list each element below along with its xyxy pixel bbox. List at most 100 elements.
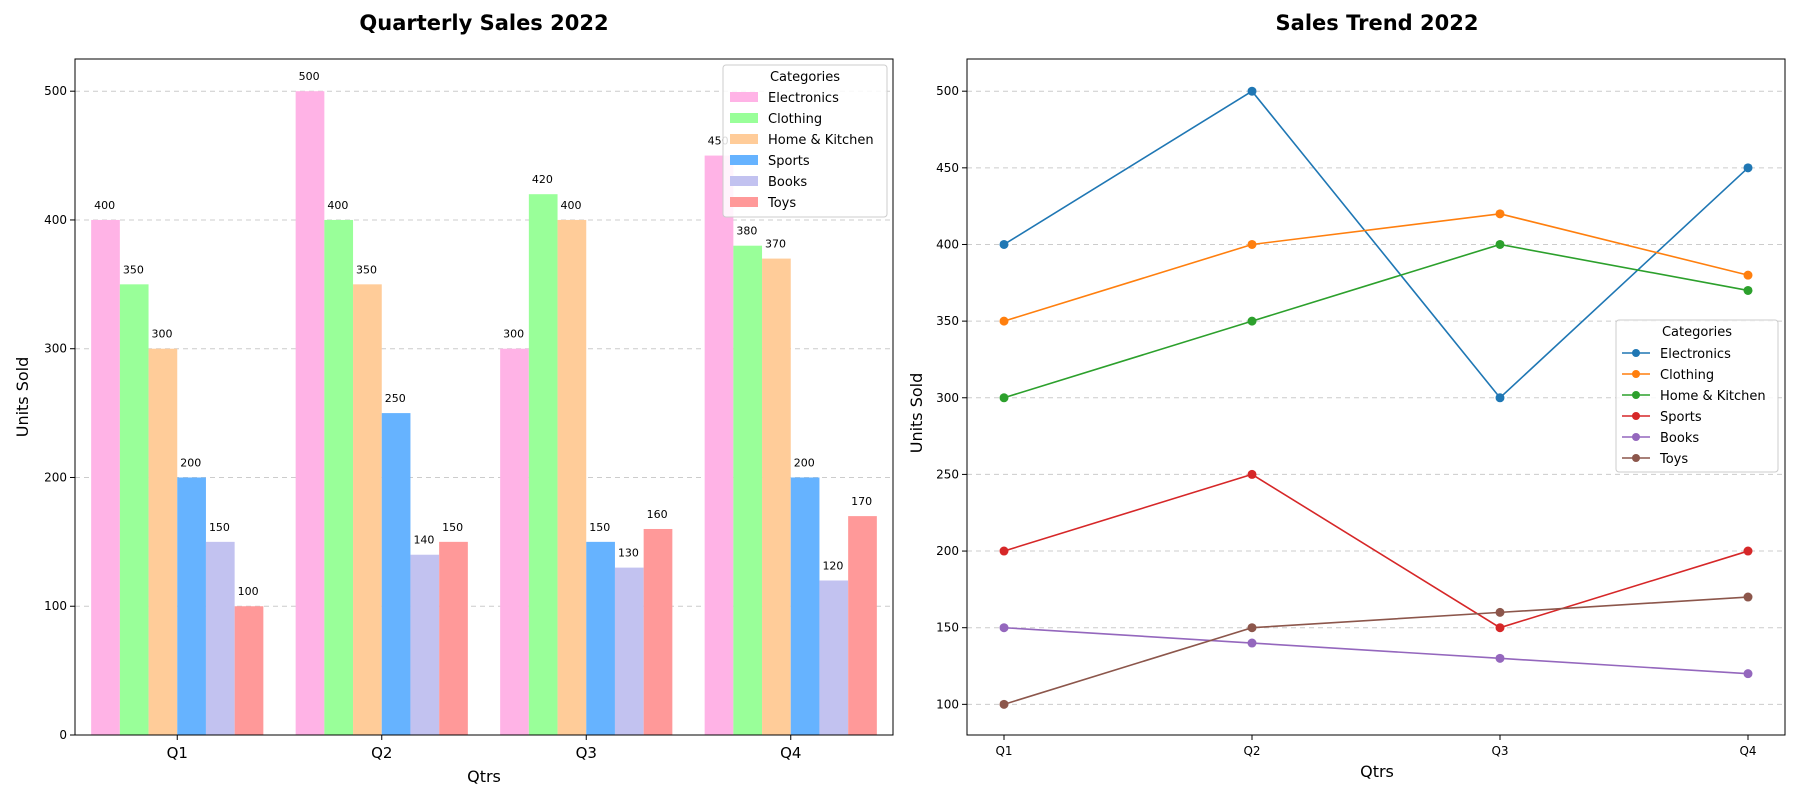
line-series-toys <box>1003 596 1749 706</box>
line-legend-marker-home-kitchen <box>1632 391 1640 399</box>
line-xtick-label: Q3 <box>1491 744 1508 758</box>
line-point-books-q1 <box>999 623 1009 633</box>
line-legend-title: Categories <box>1662 325 1732 340</box>
bar-data-label: 200 <box>794 456 815 469</box>
line-point-electronics-q2 <box>1247 86 1257 96</box>
line-chart-title: Sales Trend 2022 <box>1276 11 1479 35</box>
bar-legend-swatch-books <box>730 176 758 186</box>
bar-legend-swatch-clothing <box>730 113 758 123</box>
bar-legend-title: Categories <box>770 70 840 85</box>
line-legend-marker-sports <box>1632 412 1640 420</box>
bar-books-q4 <box>819 580 849 735</box>
bar-chart-title: Quarterly Sales 2022 <box>359 11 608 35</box>
bar-clothing-q1 <box>119 284 149 735</box>
bar-xtick-label: Q1 <box>167 744 188 762</box>
bar-legend-swatch-toys <box>730 197 758 207</box>
line-point-toys-q1 <box>999 699 1009 709</box>
bar-ytick-label: 400 <box>44 213 67 227</box>
bar-electronics-q1 <box>91 219 120 735</box>
line-point-home-kitchen-q4 <box>1743 285 1753 295</box>
bar-data-label: 250 <box>385 392 406 405</box>
bar-data-label: 370 <box>765 238 786 251</box>
line-point-home-kitchen-q3 <box>1495 239 1505 249</box>
bar-books-q3 <box>614 567 644 735</box>
bar-data-label: 380 <box>736 225 757 238</box>
bar-legend-label: Clothing <box>768 112 822 127</box>
line-point-electronics-q1 <box>999 239 1009 249</box>
bar-data-label: 400 <box>561 199 582 212</box>
bar-clothing-q3 <box>528 194 558 735</box>
bar-data-label: 400 <box>327 199 348 212</box>
line-legend-label: Home & Kitchen <box>1660 389 1766 404</box>
line-point-clothing-q2 <box>1247 239 1257 249</box>
bar-sports-q1 <box>177 477 206 735</box>
bar-legend-swatch-sports <box>730 155 758 165</box>
line-series-electronics <box>1003 90 1749 399</box>
bar-books-q1 <box>205 541 235 735</box>
line-xtick-label: Q2 <box>1243 744 1260 758</box>
bar-data-label: 130 <box>618 547 639 560</box>
bar-electronics-q4 <box>704 155 734 736</box>
line-ytick-label: 400 <box>936 237 959 251</box>
bar-chart-ylabel: Units Sold <box>13 357 32 438</box>
line-point-toys-q2 <box>1247 623 1257 633</box>
line-ytick-label: 150 <box>936 621 959 635</box>
line-legend-marker-clothing <box>1632 370 1640 378</box>
line-point-clothing-q3 <box>1495 209 1505 219</box>
bar-data-label: 400 <box>94 199 115 212</box>
line-ytick-label: 350 <box>936 314 959 328</box>
line-legend-label: Toys <box>1659 452 1688 467</box>
line-point-toys-q3 <box>1495 607 1505 617</box>
bar-data-label: 300 <box>503 328 524 341</box>
bar-plot-frame <box>74 58 894 736</box>
bar-legend-swatch-home-kitchen <box>730 134 758 144</box>
line-series-books <box>1003 626 1749 675</box>
bar-xtick-label: Q2 <box>371 744 392 762</box>
line-legend-box <box>1615 319 1779 473</box>
line-ytick-label: 200 <box>936 544 959 558</box>
bar-legend-label: Sports <box>768 154 810 169</box>
bar-legend-label: Books <box>768 175 807 190</box>
bar-toys-q3 <box>643 528 673 735</box>
line-point-books-q3 <box>1495 653 1505 663</box>
line-point-sports-q3 <box>1495 623 1505 633</box>
line-legend-marker-electronics <box>1632 349 1640 357</box>
line-legend-label: Electronics <box>1660 347 1731 362</box>
line-series-clothing <box>1003 213 1749 322</box>
bar-home-kitchen-q3 <box>557 219 587 735</box>
bar-data-label: 300 <box>152 328 173 341</box>
line-point-home-kitchen-q2 <box>1247 316 1257 326</box>
line-legend-marker-toys <box>1632 454 1640 462</box>
bar-electronics-q3 <box>500 348 529 735</box>
bar-chart: Quarterly Sales 2022 Qtrs Units Sold 400… <box>13 11 894 786</box>
line-chart-xlabel: Qtrs <box>1360 762 1394 781</box>
line-point-sports-q1 <box>999 546 1009 556</box>
bar-books-q2 <box>410 554 440 735</box>
line-point-electronics-q4 <box>1743 163 1753 173</box>
bar-sports-q2 <box>381 413 411 735</box>
bar-toys-q1 <box>234 606 264 735</box>
line-point-sports-q2 <box>1247 469 1257 479</box>
bar-data-label: 350 <box>356 263 377 276</box>
bar-ytick-label: 200 <box>44 470 67 484</box>
line-point-electronics-q3 <box>1495 393 1505 403</box>
line-ytick-label: 100 <box>936 697 959 711</box>
bar-data-label: 150 <box>442 521 463 534</box>
line-point-sports-q4 <box>1743 546 1753 556</box>
bar-data-label: 150 <box>589 521 610 534</box>
bar-toys-q4 <box>848 516 877 735</box>
bar-home-kitchen-q4 <box>762 258 791 735</box>
bar-sports-q4 <box>790 477 820 735</box>
bar-legend-label: Home & Kitchen <box>768 133 874 148</box>
bar-toys-q2 <box>439 541 468 735</box>
line-legend-label: Books <box>1660 431 1699 446</box>
line-point-clothing-q1 <box>999 316 1009 326</box>
bar-data-label: 500 <box>299 70 320 83</box>
line-ytick-label: 300 <box>936 391 959 405</box>
bar-chart-xlabel: Qtrs <box>467 767 501 786</box>
bar-data-label: 140 <box>413 534 434 547</box>
bar-legend-box <box>722 64 888 218</box>
bar-data-label: 100 <box>238 585 259 598</box>
bar-ytick-label: 500 <box>44 84 67 98</box>
